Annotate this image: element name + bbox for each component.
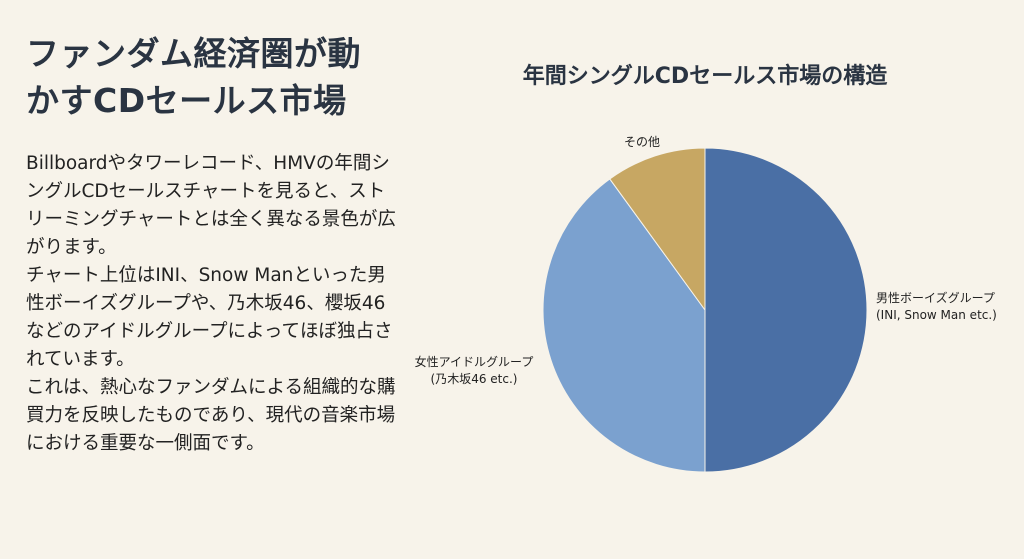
slice-label-male-groups-sub: (INI, Snow Man etc.) bbox=[876, 308, 997, 322]
chart-title: 年間シングルCDセールス市場の構造 bbox=[522, 64, 888, 89]
paragraph-1: Billboardやタワーレコード、HMVの年間シングルCDセールスチャートを見… bbox=[26, 153, 396, 258]
slice-label-female-idols-name: 女性アイドルグループ bbox=[414, 355, 534, 369]
slice-label-female-idols: 女性アイドルグループ (乃木坂46 etc.) bbox=[410, 354, 538, 388]
pie-slice-other bbox=[609, 147, 706, 312]
paragraph-3: これは、熱心なファンダムによる組織的な購買力を反映したものであり、現代の音楽市場… bbox=[26, 377, 396, 454]
pie-slice-male-groups bbox=[704, 147, 868, 473]
headline-line-2: かすCDセールス市場 bbox=[26, 81, 347, 120]
paragraph-2: チャート上位はINI、Snow Manといった男性ボーイズグループや、乃木坂46… bbox=[26, 265, 393, 370]
slice-label-male-groups: 男性ボーイズグループ (INI, Snow Man etc.) bbox=[876, 290, 997, 324]
slice-label-male-groups-name: 男性ボーイズグループ bbox=[876, 291, 995, 305]
headline-line-1: ファンダム経済圏が動 bbox=[26, 34, 361, 73]
slice-label-other-name: その他 bbox=[623, 135, 660, 149]
slice-label-other: その他 bbox=[612, 134, 672, 151]
body-text: Billboardやタワーレコード、HMVの年間シングルCDセールスチャートを見… bbox=[26, 150, 396, 458]
slice-label-female-idols-sub: (乃木坂46 etc.) bbox=[430, 372, 518, 386]
headline: ファンダム経済圏が動 かすCDセールス市場 bbox=[26, 30, 396, 124]
text-column: ファンダム経済圏が動 かすCDセールス市場 Billboardやタワーレコード、… bbox=[26, 30, 396, 458]
pie-slice-female-idols bbox=[542, 178, 706, 473]
